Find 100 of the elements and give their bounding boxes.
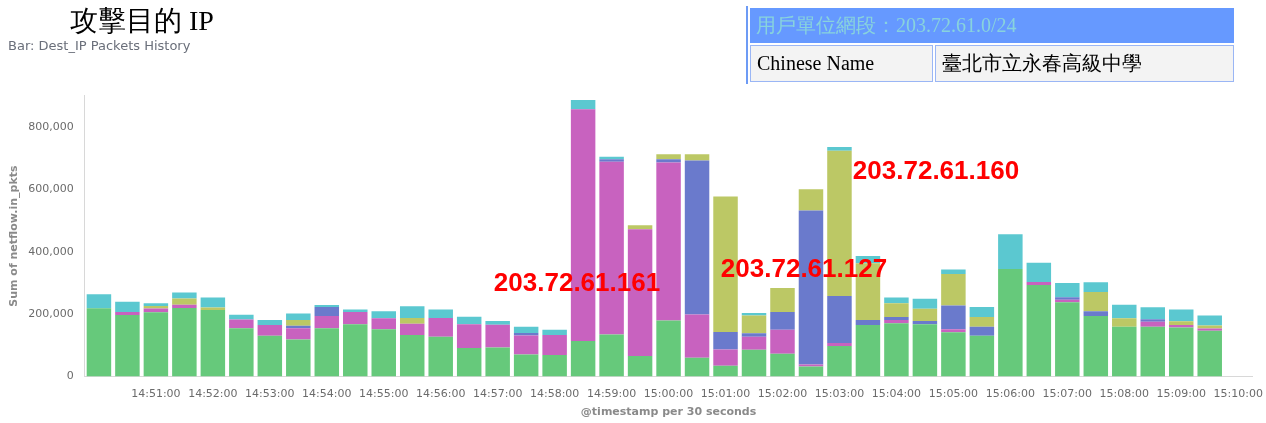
bar [969,306,995,317]
bar [912,324,938,377]
bar [399,335,425,377]
bar [770,287,795,312]
bar [969,316,995,327]
bar [912,298,938,309]
bar [371,329,396,377]
x-tick-label: 14:52:00 [188,387,238,401]
bar [827,342,852,346]
bar [941,305,966,330]
x-axis-title: @timestamp per 30 seconds [580,405,757,419]
bar [542,329,567,336]
bar [798,364,824,367]
bar [86,294,112,309]
bar [1168,321,1194,326]
bar [713,365,738,377]
x-tick-label: 15:04:00 [871,387,922,401]
bar [485,321,510,325]
bar [343,324,368,377]
bar [200,297,226,308]
annotation: 203.72.61.160 [852,154,1020,186]
bar [286,328,311,340]
bar [741,333,767,337]
y-tick-label: 200,000 [28,307,74,321]
bar [1112,326,1137,377]
bar [456,324,482,348]
x-tick-label: 15:00:00 [643,387,694,401]
bar [286,339,311,377]
bar [969,335,995,377]
bar [656,159,681,163]
bar [399,306,425,318]
bar [1083,282,1109,292]
bar [1055,302,1080,377]
x-tick-label: 15:08:00 [1099,387,1149,401]
bar [969,326,995,336]
x-tick-label: 14:57:00 [472,387,523,401]
bar [115,311,140,316]
annotation: 203.72.61.127 [720,252,888,284]
bar [1083,316,1109,377]
y-tick-label: 600,000 [28,182,74,196]
bar [172,292,197,299]
chart-subtitle: Bar: Dest_IP Packets History [8,38,191,53]
x-tick-label: 15:05:00 [928,387,979,401]
bar [770,329,795,354]
bar [570,99,596,110]
bar [1168,327,1194,377]
bar [485,324,510,348]
bar [343,311,368,325]
bar [542,355,567,377]
y-tick-label: 400,000 [28,244,74,258]
bar [257,335,283,377]
bar [713,331,738,350]
bar [1055,282,1080,298]
bar [599,334,624,377]
bar [542,335,567,356]
bar [941,273,966,306]
bar [941,329,966,333]
bar [884,320,909,324]
bar [912,308,938,322]
bar [884,316,909,321]
x-tick-label: 14:58:00 [529,387,580,401]
bar [855,320,881,326]
bar [343,309,368,312]
bar [770,353,795,377]
bar [314,328,340,377]
bar [827,147,852,151]
bar [1026,262,1052,282]
bar [115,315,140,377]
bar [86,308,112,377]
bar [115,301,140,312]
bar [428,336,453,377]
bar [912,321,938,325]
bar [1083,311,1109,317]
x-tick-label: 15:10:00 [1213,387,1263,401]
bar [485,347,510,377]
bar [1140,326,1165,377]
bar [286,320,311,326]
bar [884,297,909,304]
y-tick-label: 0 [66,369,74,383]
bar [741,336,767,350]
bar [656,154,681,160]
bar [798,189,824,211]
bar [656,320,681,377]
text: Chinese Name [750,45,934,82]
bar [371,318,396,330]
bar [286,313,311,321]
bar [456,347,482,377]
bar [741,349,767,377]
bar [770,311,795,330]
bar [1083,291,1109,312]
y-tick-label: 800,000 [28,119,74,133]
bar [941,332,966,377]
bar [1140,319,1165,322]
x-tick-label: 14:56:00 [416,387,466,401]
chart-title: 攻擊目的 IP [70,5,214,36]
x-tick-label: 14:54:00 [302,387,352,401]
bar [399,323,425,336]
bar [1140,307,1165,320]
bar [684,160,710,315]
bar [1168,309,1194,322]
